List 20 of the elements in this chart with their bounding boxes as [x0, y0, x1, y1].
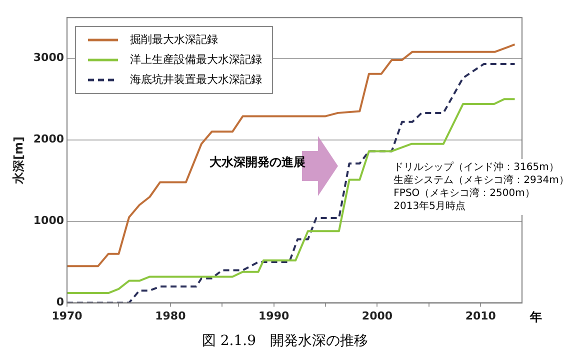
y-tick-label: 0 — [56, 296, 64, 309]
y-axis-title: 水深[m] — [11, 136, 26, 185]
y-tick-label: 3000 — [33, 51, 64, 64]
x-axis-title: 年 — [530, 308, 542, 326]
legend-label: 掘削最大水深記録 — [130, 32, 218, 48]
y-tick-label: 2000 — [33, 132, 64, 146]
annotation: ドリルシップ（インド沖：3165m） — [394, 161, 560, 174]
annotation: 2013年5月時点 — [394, 200, 466, 214]
x-tick-label: 1970 — [52, 309, 83, 322]
annotation: FPSO（メキシコ湾：2500m） — [394, 187, 536, 200]
x-tick-label: 1980 — [155, 309, 186, 322]
annotation: 生産システム（メキシコ湾：2934m） — [394, 174, 569, 188]
annotation: 大水深開発の進展 — [210, 154, 306, 171]
x-tick-label: 1990 — [258, 309, 290, 322]
x-tick-label: 2010 — [465, 309, 496, 322]
legend-label: 洋上生産設備最大水深記録 — [130, 52, 262, 68]
text: 図 2.1.9 開発水深の推移 — [200, 332, 370, 350]
x-tick-label: 2000 — [362, 309, 393, 322]
y-tick-label: 1000 — [33, 214, 64, 228]
legend-label: 海底坑井装置最大水深記録 — [130, 72, 262, 88]
